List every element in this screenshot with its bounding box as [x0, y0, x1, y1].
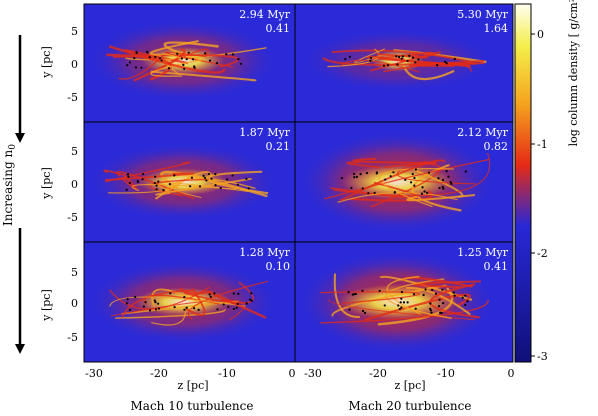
y-ticks-row2: 5 0 -5 — [67, 145, 78, 224]
panel-1-value: 0.41 — [266, 22, 291, 35]
svg-text:0: 0 — [71, 58, 78, 71]
z-axis-label-left: z [pc] — [177, 379, 208, 392]
panel-5-time: 1.28 Myr — [239, 246, 290, 259]
svg-text:-10: -10 — [218, 367, 236, 380]
panel-5-value: 0.10 — [266, 260, 291, 273]
panel-6-value: 0.41 — [484, 260, 509, 273]
panel-3-value: 0.21 — [266, 140, 291, 153]
panel-4-time: 2.12 Myr — [457, 126, 508, 139]
svg-text:-5: -5 — [67, 211, 78, 224]
z-ticks-right: -30 -20 -10 0 — [304, 367, 514, 380]
panel-2-value: 1.64 — [484, 22, 509, 35]
panel-4-value: 0.82 — [484, 140, 509, 153]
svg-text:-10: -10 — [437, 367, 455, 380]
svg-text:0: 0 — [508, 367, 515, 380]
svg-text:-30: -30 — [85, 367, 103, 380]
svg-text:-5: -5 — [67, 331, 78, 344]
arrow-lower-head — [15, 344, 25, 354]
svg-text:0: 0 — [289, 367, 296, 380]
panel-2-time: 5.30 Myr — [457, 8, 508, 21]
panel-3-time: 1.87 Myr — [239, 126, 290, 139]
svg-text:0: 0 — [537, 28, 544, 41]
panel-1-time: 2.94 Myr — [239, 8, 290, 21]
y-axis-label-row1: y [pc] — [40, 46, 53, 79]
colorbar-label: log column density [ g/cm²] — [567, 0, 580, 146]
colorbar — [514, 3, 532, 363]
svg-text:0: 0 — [71, 297, 78, 310]
svg-text:0: 0 — [71, 178, 78, 191]
column-label-mach10: Mach 10 turbulence — [131, 399, 254, 413]
y-axis-label-row2: y [pc] — [40, 167, 53, 200]
y-ticks-row1: 5 0 -5 — [67, 25, 78, 104]
y-ticks-row3: 5 0 -5 — [67, 266, 78, 344]
svg-text:-20: -20 — [150, 367, 168, 380]
svg-text:5: 5 — [71, 25, 78, 38]
svg-text:-3: -3 — [537, 350, 548, 363]
svg-text:-20: -20 — [369, 367, 387, 380]
svg-text:-5: -5 — [67, 91, 78, 104]
y-axis-label-row3: y [pc] — [40, 289, 53, 322]
svg-text:-30: -30 — [304, 367, 322, 380]
z-axis-label-right: z [pc] — [394, 379, 425, 392]
panel-6-time: 1.25 Myr — [457, 246, 508, 259]
column-label-mach20: Mach 20 turbulence — [349, 399, 472, 413]
svg-text:5: 5 — [71, 145, 78, 158]
z-ticks-left: -30 -20 -10 0 — [85, 367, 295, 380]
svg-text:-2: -2 — [537, 247, 548, 260]
svg-text:5: 5 — [71, 266, 78, 279]
colorbar-ticks: 0 -1 -2 -3 — [531, 28, 548, 363]
arrow-upper-head — [15, 133, 25, 143]
svg-text:-1: -1 — [537, 138, 548, 151]
side-label: Increasing n0 — [1, 144, 18, 226]
